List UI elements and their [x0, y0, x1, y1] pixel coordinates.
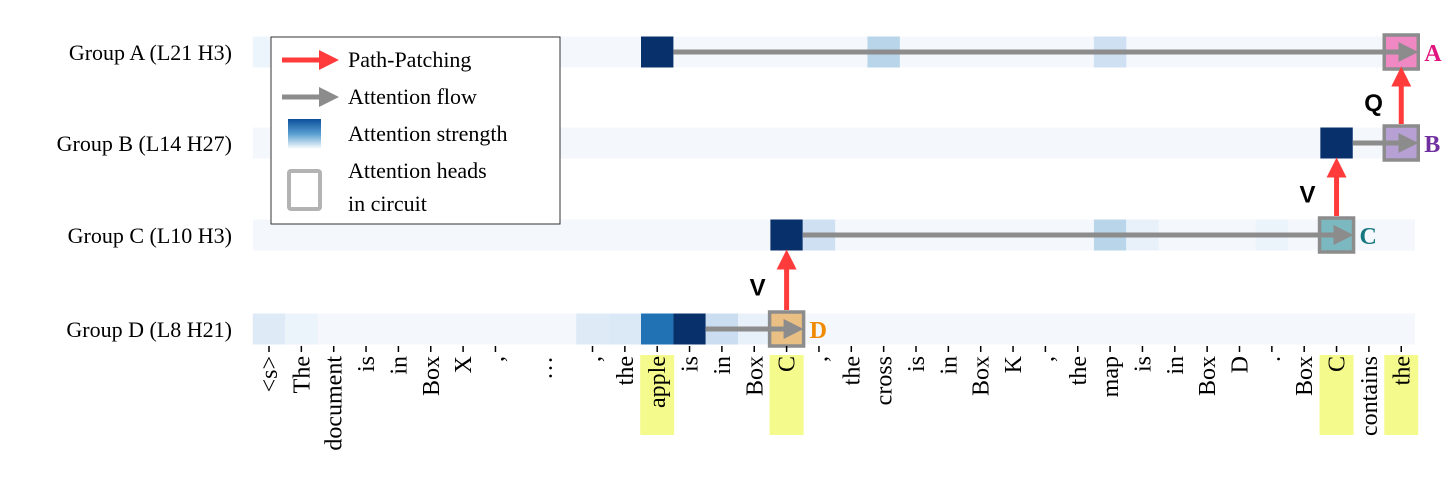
token-label: in [1163, 356, 1189, 375]
legend-heads-line1: Attention heads [348, 158, 487, 183]
attention-cell [576, 313, 609, 345]
legend-attention-strength: Attention strength [348, 121, 507, 146]
token-label: <s> [257, 356, 283, 392]
group-label: Group D (L8 H21) [66, 317, 232, 342]
token-label: is [1130, 356, 1156, 372]
token-label: Box [1195, 356, 1221, 396]
token-label: K [1001, 355, 1027, 373]
group-letter: B [1424, 132, 1440, 158]
group-letter: A [1424, 41, 1442, 67]
token-label: , [483, 356, 509, 362]
group-label: Group C (L10 H3) [68, 223, 232, 248]
token-label: Box [969, 356, 995, 396]
circuit-head-legend-icon [287, 169, 322, 211]
token-label: , [1033, 356, 1059, 362]
token-label: … [532, 356, 558, 380]
legend-heads-line2: in circuit [348, 191, 427, 216]
group-row-b: Group B (L14 H27) [57, 127, 1419, 159]
attention-strength-legend-icon [288, 119, 321, 149]
token-label: Box [742, 356, 768, 396]
token-label: , [807, 356, 833, 362]
token-label: . [1260, 356, 1286, 362]
token-label: C [1325, 356, 1351, 372]
token-label: is [904, 356, 930, 372]
token-label: the [1066, 356, 1092, 385]
token-label: apple [645, 356, 671, 408]
group-row-d: Group D (L8 H21) [66, 313, 1415, 345]
attention-cell [641, 313, 674, 345]
token-label: is [678, 356, 704, 372]
attention-cell [770, 219, 803, 251]
token-highlight [640, 355, 675, 435]
edge-label: V [1300, 181, 1316, 208]
attention-cell [252, 313, 286, 345]
attention-cell [641, 36, 674, 68]
token-label: Box [419, 356, 445, 396]
attention-bar [253, 313, 1415, 345]
legend-attention-flow: Attention flow [348, 84, 477, 109]
token-label: the [613, 356, 639, 385]
group-letter: C [1360, 224, 1377, 250]
token-label: in [936, 356, 962, 375]
legend-path-patching: Path-Patching [348, 47, 471, 72]
attention-cell [1320, 127, 1353, 159]
attention-cell [285, 313, 318, 345]
edge-label: Q [1364, 90, 1383, 117]
token-label: document [322, 356, 348, 451]
group-row-c: Group C (L10 H3) [68, 219, 1415, 251]
token-label: Box [1292, 356, 1318, 396]
token-highlight [1384, 355, 1419, 435]
edge-label: V [750, 274, 766, 301]
token-highlight [1319, 355, 1354, 435]
token-label: is [354, 356, 380, 372]
token-label: the [839, 356, 865, 385]
token-label: The [289, 356, 315, 393]
token-label: X [451, 356, 477, 373]
legend: Path-Patching Attention flow Attention str… [270, 36, 561, 225]
group-label: Group A (L21 H3) [69, 40, 232, 65]
token-label: D [1228, 356, 1254, 373]
token-label: contains [1357, 356, 1383, 436]
token-label: , [581, 356, 607, 362]
token-highlight [769, 355, 804, 435]
group-row-a: Group A (L21 H3) [69, 36, 1419, 68]
attention-cell [673, 313, 706, 345]
token-label: in [386, 356, 412, 375]
attention-cell [608, 313, 642, 345]
token-label: cross [872, 356, 898, 405]
token-label: C [775, 356, 801, 372]
token-label: in [710, 356, 736, 375]
group-letter: D [810, 318, 827, 344]
group-label: Group B (L14 H27) [57, 131, 232, 156]
token-label: the [1389, 356, 1415, 385]
token-label: map [1098, 356, 1124, 397]
